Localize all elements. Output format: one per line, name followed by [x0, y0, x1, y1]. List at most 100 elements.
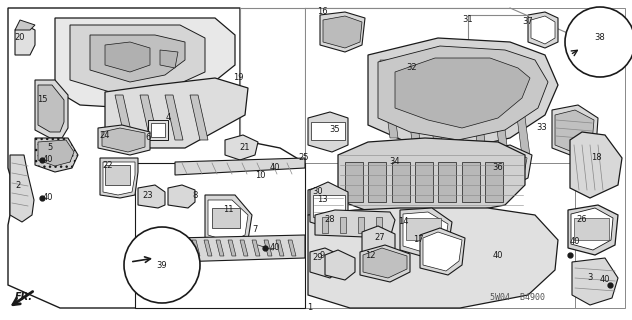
- Polygon shape: [531, 16, 555, 44]
- Polygon shape: [325, 250, 355, 280]
- Polygon shape: [10, 155, 34, 222]
- Circle shape: [146, 191, 156, 201]
- Text: 38: 38: [595, 34, 605, 43]
- Polygon shape: [175, 158, 305, 175]
- Polygon shape: [140, 95, 158, 140]
- Text: 39: 39: [157, 260, 167, 269]
- Bar: [311, 194, 339, 212]
- Bar: [406, 218, 441, 240]
- Text: 6: 6: [145, 133, 150, 142]
- Text: 13: 13: [317, 196, 327, 204]
- Polygon shape: [55, 18, 235, 108]
- Polygon shape: [478, 145, 532, 188]
- Polygon shape: [376, 217, 382, 233]
- Polygon shape: [315, 210, 395, 238]
- Circle shape: [125, 137, 131, 143]
- Polygon shape: [424, 66, 442, 144]
- Polygon shape: [148, 120, 168, 140]
- Text: 9: 9: [319, 251, 325, 260]
- Bar: [305, 163, 575, 308]
- Text: 7: 7: [252, 226, 258, 235]
- Polygon shape: [15, 20, 35, 30]
- Polygon shape: [468, 72, 486, 150]
- Polygon shape: [360, 245, 410, 282]
- Text: 1: 1: [307, 303, 313, 313]
- Polygon shape: [320, 12, 365, 52]
- Bar: [574, 218, 609, 240]
- Text: 31: 31: [463, 15, 473, 25]
- Bar: [155, 238, 169, 250]
- Polygon shape: [308, 208, 558, 308]
- Polygon shape: [481, 149, 527, 184]
- Polygon shape: [555, 110, 594, 153]
- Polygon shape: [38, 85, 64, 132]
- Text: 12: 12: [365, 251, 375, 260]
- Polygon shape: [105, 42, 150, 72]
- Polygon shape: [35, 80, 68, 138]
- Polygon shape: [15, 25, 35, 55]
- Text: 20: 20: [15, 34, 25, 43]
- Polygon shape: [204, 240, 212, 256]
- Text: 30: 30: [313, 188, 324, 196]
- Polygon shape: [378, 46, 548, 140]
- Polygon shape: [276, 240, 284, 256]
- Polygon shape: [420, 228, 465, 275]
- Bar: [438, 162, 456, 202]
- Polygon shape: [103, 162, 135, 195]
- Polygon shape: [228, 240, 236, 256]
- Polygon shape: [528, 12, 558, 48]
- Text: 26: 26: [576, 215, 587, 225]
- Polygon shape: [8, 8, 305, 308]
- Polygon shape: [160, 50, 178, 68]
- Text: 11: 11: [222, 205, 233, 214]
- Polygon shape: [363, 248, 407, 278]
- Polygon shape: [175, 235, 305, 262]
- Polygon shape: [165, 95, 183, 140]
- Text: 40: 40: [43, 156, 53, 164]
- Bar: [462, 162, 480, 202]
- Polygon shape: [138, 185, 165, 208]
- Text: 32: 32: [406, 63, 417, 73]
- Text: 25: 25: [299, 154, 309, 163]
- Polygon shape: [340, 217, 346, 233]
- Text: 24: 24: [100, 131, 110, 140]
- Polygon shape: [216, 240, 224, 256]
- Polygon shape: [208, 200, 248, 242]
- Text: 35: 35: [330, 125, 340, 134]
- Bar: [305, 8, 625, 308]
- Polygon shape: [403, 212, 448, 253]
- Text: 23: 23: [143, 190, 154, 199]
- Bar: [593, 18, 607, 30]
- Text: 5W04  B4900: 5W04 B4900: [490, 293, 545, 302]
- Text: 18: 18: [591, 154, 601, 163]
- Text: FR.: FR.: [15, 292, 33, 302]
- Polygon shape: [423, 232, 462, 271]
- Polygon shape: [310, 182, 348, 230]
- Text: 36: 36: [492, 164, 503, 172]
- Text: 40: 40: [570, 237, 580, 246]
- Polygon shape: [90, 35, 185, 82]
- Polygon shape: [552, 105, 598, 158]
- Text: 40: 40: [493, 251, 503, 260]
- Text: 34: 34: [390, 157, 400, 166]
- Circle shape: [177, 192, 185, 200]
- Bar: [392, 162, 410, 202]
- Text: 27: 27: [375, 234, 386, 243]
- Polygon shape: [446, 69, 464, 147]
- Polygon shape: [264, 240, 272, 256]
- Bar: [345, 162, 363, 202]
- Polygon shape: [490, 75, 508, 153]
- Polygon shape: [180, 240, 188, 256]
- Polygon shape: [225, 135, 258, 160]
- Polygon shape: [102, 128, 145, 152]
- Text: 40: 40: [600, 276, 611, 284]
- Polygon shape: [358, 217, 364, 233]
- Text: 40: 40: [43, 194, 53, 203]
- Text: 4: 4: [166, 114, 171, 123]
- Polygon shape: [308, 112, 348, 152]
- Polygon shape: [70, 25, 205, 95]
- Polygon shape: [572, 258, 618, 305]
- Circle shape: [565, 7, 632, 77]
- Polygon shape: [192, 240, 200, 256]
- Text: 21: 21: [240, 143, 250, 153]
